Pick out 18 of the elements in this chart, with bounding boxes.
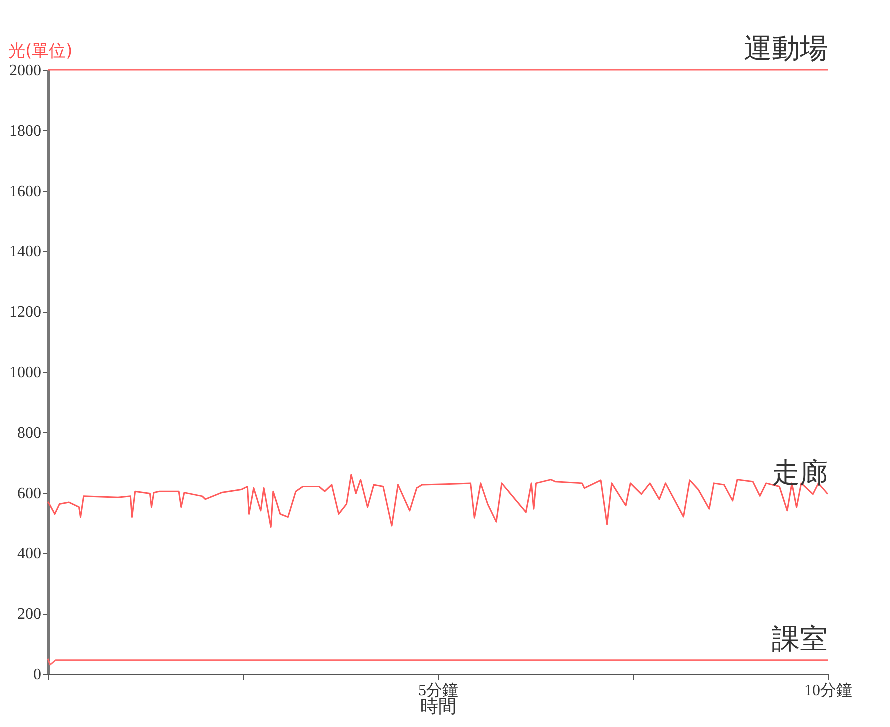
y-tick-label: 0 (34, 666, 42, 684)
y-tick-label: 600 (18, 485, 42, 502)
y-tick-label: 1400 (10, 244, 42, 261)
y-tick-label: 1000 (10, 364, 42, 382)
y-tick-label: 1800 (10, 122, 42, 140)
y-tick-label: 1600 (10, 183, 42, 200)
y-axis-title: 光(單位) (8, 42, 73, 62)
x-axis-title: 時間 (420, 696, 456, 718)
y-tick-label: 400 (18, 546, 42, 563)
series-label: 運動場 (744, 32, 828, 65)
x-tick-label: 10分鐘 (804, 682, 852, 700)
x-tick-label: 5分鐘 (418, 682, 458, 700)
series-label: 走廊 (772, 456, 828, 490)
series-label: 課室 (772, 622, 828, 656)
y-tick-label: 2000 (10, 62, 42, 80)
y-tick-label: 1200 (10, 304, 42, 322)
y-tick-label: 800 (18, 424, 42, 442)
y-tick-label: 200 (18, 606, 42, 624)
